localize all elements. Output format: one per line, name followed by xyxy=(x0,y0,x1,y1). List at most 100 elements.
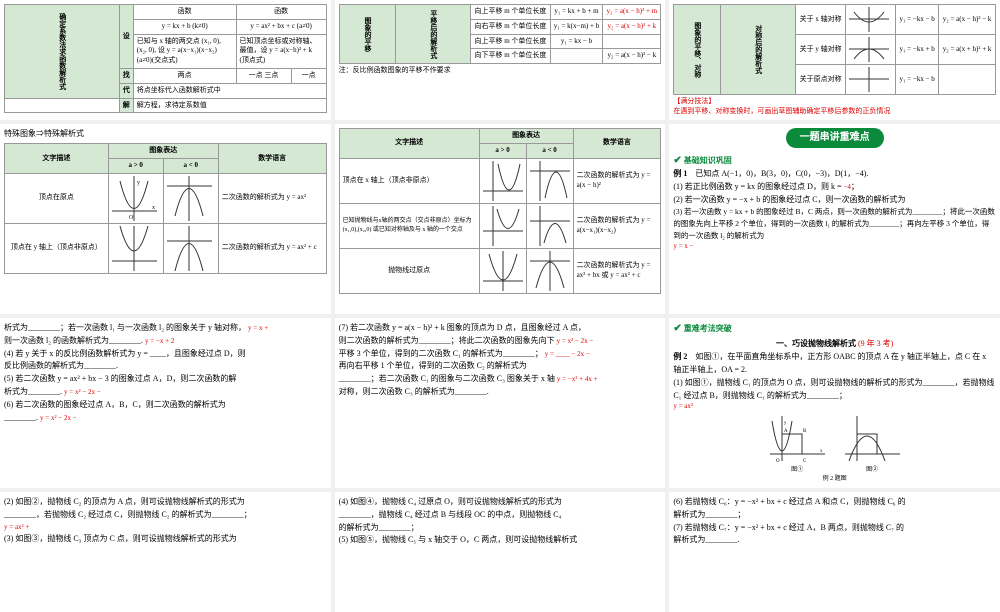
banner: 一题串讲重难点 xyxy=(786,128,884,148)
cell-r3c3: ✔ 重难考法突破 一、巧设抛物线解析式 (9 年 3 考) 例 2 如图①，在平… xyxy=(669,318,1000,488)
d1: 解析式为________； xyxy=(673,509,996,522)
cell-r4c1: (2) 如图②，抛物线 C₂ 的顶点为 A 点，则可设抛物线解析式的形式为 __… xyxy=(0,492,331,612)
cell-r4c3: (6) 若抛物线 C₆：y = −x² + bx + c 经过点 A 和点 C，… xyxy=(669,492,1000,612)
cell-r2c2: 文字描述图象表达数学语言 a > 0a < 0 顶点在 x 轴上（顶点非原点） … xyxy=(335,124,666,314)
m4t: ________；若二次函数 C₁ 的图象与二次函数 C₃ 图象关于 x 轴 xyxy=(339,374,555,383)
l6: (6) 若二次函数的图象经过点 A，B，C，则二次函数的解析式为 xyxy=(4,399,327,412)
svg-text:x: x xyxy=(152,205,155,211)
ma0: y = x² − 2x − xyxy=(557,337,594,345)
svg-text:A: A xyxy=(784,429,788,434)
a1b: y = −x + 2 xyxy=(145,337,174,345)
title-r2c1: 特殊图象⇒特殊解析式 xyxy=(4,128,327,139)
l7t: ________. xyxy=(4,413,38,422)
l1: 则一次函数 l₂ 的函数解析式为________. y = −x + 2 xyxy=(4,335,327,348)
q1: (1) 若正比例函数 y = kx 的图象经过点 D，则 k = −4； xyxy=(673,181,996,194)
m1t: 则二次函数的解析式为________；将此二次函数的图象先向下 xyxy=(339,336,555,345)
lbl-dai: 代 xyxy=(119,83,133,98)
m3: 再向右平移 1 个单位，得到的二次函数 C₂ 的解析式为 xyxy=(339,360,662,373)
b0: (2) 如图②，抛物线 C₂ 的顶点为 A 点，则可设抛物线解析式的形式为 xyxy=(4,496,327,509)
r2r2: 二次函数的解析式为 y = ax² + bx 或 y = ax² + c xyxy=(573,248,661,293)
f11: y₁ = k(x−m) + b xyxy=(550,19,603,34)
l7: ________. y = x² − 2x − xyxy=(4,412,327,425)
p24 xyxy=(479,248,526,293)
b2: (3) 如图③，抛物线 C₃ 顶点为 C 点，则可设抛物线解析式的形式为 xyxy=(4,533,327,546)
dai: 将点坐标代入函数解析式中 xyxy=(133,83,326,98)
l3: 反比例函数的解析式为________. xyxy=(4,360,327,373)
c3: (5) 如图⑤，抛物线 C₅ 与 x 轴交于 O，C 两点，则可设抛物线解析式 xyxy=(339,534,662,547)
fig1-label: 图① xyxy=(770,466,825,474)
d2: (7) 若抛物线 C₇：y = −x² + bx + c 经过 A，B 两点，则… xyxy=(673,522,996,535)
p21 xyxy=(526,158,573,203)
rl1: 顶点在 y 轴上（顶点非原点） xyxy=(5,223,109,273)
r2l1: 已知抛物线与x轴的两交点（交点非原点）坐标为(x₁,0),(x₂,0) 或已知对… xyxy=(339,203,479,248)
h-fn2: 函数 xyxy=(236,5,326,20)
f31 xyxy=(550,49,603,64)
l0t: 析式为________；若一次函数 l₁ 与一次函数 l₂ 的图象关于 y 轴对… xyxy=(4,323,246,332)
pc1 xyxy=(163,173,218,223)
fig1-wrap: yxOABC图① xyxy=(770,416,825,474)
ex1-label: 例 1 xyxy=(673,169,687,178)
vlbl2b: 平移后的解析式 xyxy=(395,5,471,64)
r2r1: 二次函数的解析式为 y = a(x−x₁)(x−x₂) xyxy=(573,203,661,248)
fig2-wrap: 图② xyxy=(845,416,900,474)
h20: 文字描述 xyxy=(339,129,479,159)
svg-text:B: B xyxy=(803,429,807,434)
r2l2: 抛物线过原点 xyxy=(339,248,479,293)
cell-r1c2: 图象的平移 平移后的解析式 向上平移 m 个单位长度y₁ = kx + b + … xyxy=(335,0,666,120)
sub-text: 一、巧设抛物线解析式 xyxy=(776,339,856,348)
subtitle: 一、巧设抛物线解析式 (9 年 3 考) xyxy=(673,338,996,349)
years: (9 年 3 考) xyxy=(858,339,893,348)
r2l0: 顶点在 x 轴上（顶点非原点） xyxy=(339,158,479,203)
cell-r3c1: 析式为________；若一次函数 l₁ 与一次函数 l₂ 的图象关于 y 轴对… xyxy=(0,318,331,488)
l2: (4) 若 y 关于 x 的反比例函数解析式为 y = ____，且图象经过点 … xyxy=(4,348,327,361)
ans-r3c3: y = ax² xyxy=(673,402,996,412)
f21: y₁ = kx − b xyxy=(550,34,603,49)
p22 xyxy=(479,203,526,248)
c1: ________，抛物线 C₄ 经过点 B 与线段 OC 的中点，则抛物线 C₄ xyxy=(339,509,662,522)
sec-title: ✔ 基础知识巩固 xyxy=(673,154,996,168)
p23 xyxy=(526,203,573,248)
vlbl3b: 对称后的解析式 xyxy=(720,5,796,95)
l0: 析式为________；若一次函数 l₁ 与一次函数 l₂ 的图象关于 y 轴对… xyxy=(4,322,327,335)
m5: 对称，则二次函数 C₃ 的解析式为________. xyxy=(339,386,662,399)
eq1: y = kx + b (k≠0) xyxy=(133,19,236,34)
fig2-label: 图② xyxy=(845,466,900,474)
svg-text:x: x xyxy=(820,449,823,454)
sym0: 关于 x 轴对称 xyxy=(796,5,846,35)
b1: ________，若抛物线 C₂ 经过点 C，则抛物线 C₂ 的解析式为____… xyxy=(4,509,327,522)
table-r2c2: 文字描述图象表达数学语言 a > 0a < 0 顶点在 x 轴上（顶点非原点） … xyxy=(339,128,662,294)
p25 xyxy=(526,248,573,293)
cell-r1c3: 图象的平移、对称 对称后的解析式 关于 x 轴对称y₁ = −kx − by₂ … xyxy=(669,0,1000,120)
svg-text:O: O xyxy=(776,459,780,464)
svg-text:y: y xyxy=(784,421,787,426)
m4: ________；若二次函数 C₁ 的图象与二次函数 C₃ 图象关于 x 轴 y… xyxy=(339,373,662,386)
cell-r1c1: 确定系数法求函数解析式 设 函数函数 y = kx + b (k≠0)y = a… xyxy=(0,0,331,120)
note-r1c2: 注：反比例函数图象的平移不作要求 xyxy=(339,66,662,76)
r2r0: 二次函数的解析式为 y = a(x − h)² xyxy=(573,158,661,203)
h-fn1: 函数 xyxy=(133,5,236,20)
chart2 xyxy=(846,65,896,95)
tip-label: 【满分技法】 xyxy=(673,97,715,105)
sec2: ✔ 重难考法突破 xyxy=(673,322,996,336)
s0: a > 0 xyxy=(108,158,163,173)
l4: (5) 若二次函数 y = ax² + bx − 3 的图象过点 A，D，则二次… xyxy=(4,373,327,386)
f32: y₂ = a(x − h)² − k xyxy=(603,49,661,64)
q2: (2) 若一次函数 y = −x + b 的图象经过点 C，则一次函数的解析式为 xyxy=(673,194,996,207)
l5t: 析式为________. xyxy=(4,387,62,396)
find3: 一点 xyxy=(291,68,326,83)
d3: 解析式为________. xyxy=(673,534,996,547)
vlabel: 确定系数法求函数解析式 xyxy=(5,5,120,99)
vert: 已知顶点坐标或对称轴、最值，设 y = a(x−h)² + k (顶点式) xyxy=(236,34,326,68)
s20: a > 0 xyxy=(479,143,526,158)
sf21: y₁ = −kx − b xyxy=(896,65,939,95)
f22 xyxy=(603,34,661,49)
f12: y₂ = a(x − h)² + k xyxy=(603,19,661,34)
sf11: y₁ = −kx + b xyxy=(896,35,939,65)
sym2: 关于原点对称 xyxy=(796,65,846,95)
d0: (6) 若抛物线 C₆：y = −x² + bx + c 经过点 A 和点 C，… xyxy=(673,496,996,509)
a0: y = x + xyxy=(248,324,268,332)
d3: 向下平移 m 个单位长度 xyxy=(471,49,550,64)
eq2: y = ax² + bx + c (a≠0) xyxy=(236,19,326,34)
sec2-text: 重难考法突破 xyxy=(684,324,732,333)
f02: y₂ = a(x − h)² + m xyxy=(603,5,661,20)
